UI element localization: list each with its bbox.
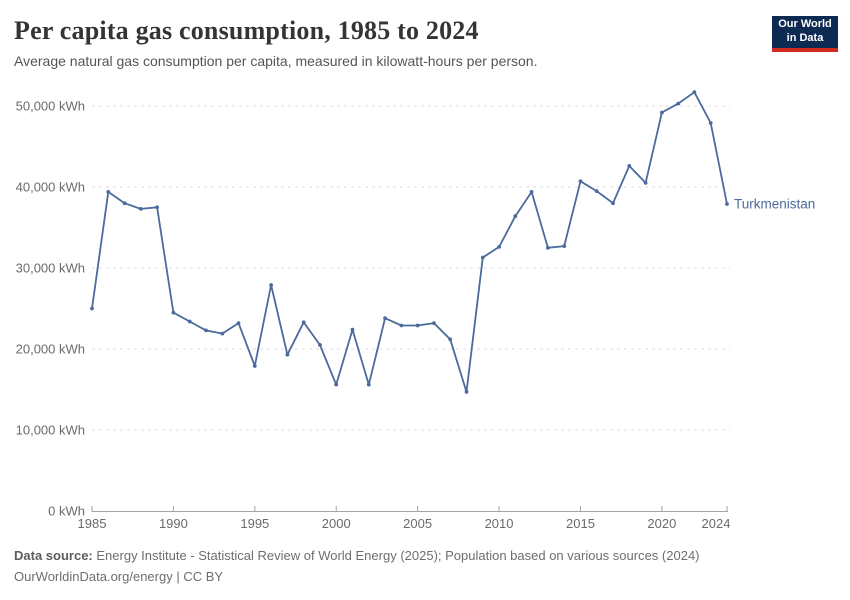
owid-logo-line2: in Data — [786, 32, 824, 44]
data-point[interactable] — [480, 255, 485, 260]
data-point[interactable] — [90, 306, 94, 311]
x-axis-label: 2000 — [322, 516, 351, 531]
license-line: OurWorldinData.org/energy | CC BY — [14, 569, 224, 584]
data-point[interactable] — [627, 164, 632, 168]
data-point[interactable] — [138, 207, 143, 211]
x-axis-label: 2024 — [702, 516, 731, 531]
data-point[interactable] — [285, 352, 290, 357]
data-point[interactable] — [464, 390, 469, 394]
data-point[interactable] — [497, 245, 501, 249]
y-axis-label: 10,000 kWh — [16, 423, 85, 438]
data-point[interactable] — [236, 321, 241, 325]
data-point[interactable] — [220, 331, 225, 336]
data-point[interactable] — [448, 337, 453, 342]
data-point[interactable] — [366, 382, 371, 387]
data-point[interactable] — [432, 321, 436, 325]
data-point[interactable] — [415, 323, 420, 328]
chart-subtitle: Average natural gas consumption per capi… — [14, 53, 538, 69]
owid-logo-line1: Our World — [778, 18, 832, 31]
data-point[interactable] — [187, 319, 192, 324]
data-point[interactable] — [725, 202, 729, 206]
data-point[interactable] — [301, 320, 306, 325]
data-point[interactable] — [155, 205, 160, 210]
data-point[interactable] — [334, 382, 339, 387]
data-point[interactable] — [269, 283, 273, 287]
chart-footer: Data source: Energy Institute - Statisti… — [14, 548, 700, 590]
data-point[interactable] — [578, 179, 583, 184]
data-point[interactable] — [204, 328, 208, 333]
data-point[interactable] — [383, 316, 387, 321]
x-axis-label: 2015 — [566, 516, 595, 531]
x-axis-label: 2010 — [485, 516, 514, 531]
y-axis-label: 40,000 kWh — [16, 180, 85, 195]
data-point[interactable] — [350, 327, 355, 332]
y-axis-label: 20,000 kWh — [16, 342, 85, 357]
page-title: Per capita gas consumption, 1985 to 2024 — [14, 16, 479, 45]
data-point[interactable] — [660, 110, 664, 115]
data-point[interactable] — [594, 189, 599, 194]
data-point[interactable] — [399, 323, 404, 328]
y-axis-label: 30,000 kWh — [16, 261, 85, 276]
data-point[interactable] — [252, 364, 257, 368]
x-axis-label: 2020 — [647, 516, 676, 531]
x-axis-label: 1985 — [78, 516, 107, 531]
x-axis-label: 1995 — [240, 516, 269, 531]
data-point[interactable] — [611, 201, 615, 206]
series-end-label[interactable]: Turkmenistan — [734, 197, 815, 212]
x-axis-label: 2005 — [403, 516, 432, 531]
data-point[interactable] — [318, 343, 322, 347]
data-point[interactable] — [513, 214, 518, 219]
datasource-label: Data source: — [14, 548, 93, 563]
data-point[interactable] — [546, 245, 550, 250]
data-point[interactable] — [676, 101, 681, 106]
data-point[interactable] — [643, 181, 648, 185]
datasource-text: Energy Institute - Statistical Review of… — [96, 548, 700, 563]
owid-logo: Our World in Data — [772, 16, 838, 52]
data-point[interactable] — [106, 190, 111, 194]
data-point[interactable] — [708, 121, 713, 125]
data-point[interactable] — [122, 201, 127, 206]
data-point[interactable] — [171, 310, 176, 315]
data-line[interactable] — [91, 91, 728, 393]
data-point[interactable] — [562, 244, 567, 249]
data-point[interactable] — [692, 90, 697, 95]
data-point[interactable] — [529, 190, 534, 194]
y-axis-label: 0 kWh — [48, 504, 85, 519]
y-axis-label: 50,000 kWh — [16, 99, 85, 114]
datasource-line: Data source: Energy Institute - Statisti… — [14, 548, 700, 563]
x-axis-label: 1990 — [159, 516, 188, 531]
